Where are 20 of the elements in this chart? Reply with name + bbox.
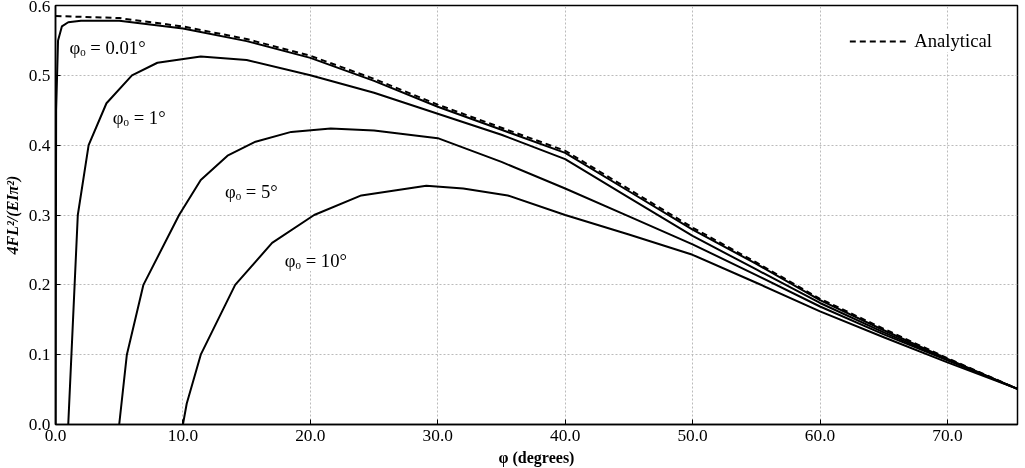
x-axis-title: φ (degrees) — [498, 448, 575, 467]
y-tick-label: 0.4 — [28, 135, 51, 155]
y-tick-label: 0.3 — [28, 205, 51, 225]
series-label: φₒ = 1° — [112, 106, 166, 128]
y-tick-label: 0.5 — [28, 65, 51, 85]
series-label: φₒ = 0.01° — [69, 36, 146, 58]
x-tick-label: 10.0 — [167, 425, 199, 445]
y-tick-label: 0.2 — [28, 275, 51, 295]
x-tick-label: 60.0 — [804, 425, 836, 445]
series-label: φₒ = 5° — [224, 180, 278, 202]
x-tick-label: 40.0 — [550, 425, 581, 445]
y-tick-label: 0.6 — [28, 0, 51, 16]
x-tick-label: 30.0 — [422, 425, 453, 445]
x-tick-label: 50.0 — [677, 425, 708, 445]
x-tick-label: 20.0 — [295, 425, 326, 445]
y-tick-label: 0.1 — [28, 345, 51, 365]
legend-label: Analytical — [914, 30, 992, 52]
x-tick-label: 70.0 — [932, 425, 963, 445]
y-axis-title: 4FL²/(EIπ²) — [3, 175, 22, 256]
series-label: φₒ = 10° — [284, 249, 347, 271]
